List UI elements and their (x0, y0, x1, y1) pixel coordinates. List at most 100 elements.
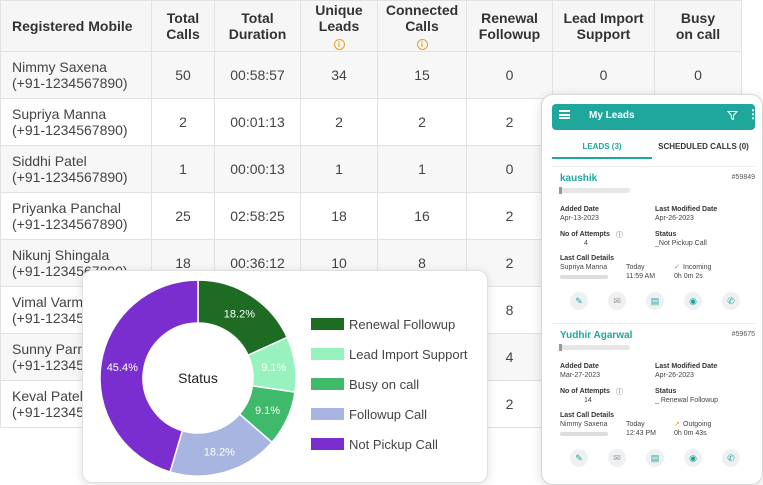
last-modified-label: Last Modified Date (655, 363, 718, 370)
document-button[interactable]: ▤ (646, 292, 664, 310)
edit-button[interactable]: ✎ (570, 292, 588, 310)
attempts-value: 14 (584, 397, 592, 404)
table-row: Nimmy Saxena (+91-1234567890) 50 00:58:57 34… (0, 51, 742, 99)
column-header-label: Total (241, 10, 274, 26)
agent-name: Siddhi Patel (12, 153, 87, 169)
slice-percent-label: 45.4% (107, 362, 138, 374)
info-icon[interactable]: i (416, 39, 428, 50)
document-icon: ▤ (650, 296, 660, 306)
info-icon[interactable]: ⓘ (616, 232, 623, 239)
mobile-app-preview: My Leads ⋮ LEADS (3) SCHEDULED CALLS (0)… (541, 94, 763, 485)
table-cell: 15 (377, 51, 467, 99)
phone-button[interactable]: ✆ (722, 449, 740, 467)
table-cell: 02:58:25 (214, 192, 301, 240)
caller-phone-redacted (560, 432, 608, 436)
status-donut-card: 18.2% 9.1% 9.1% 18.2% 45.4% Status Renewal Fo… (82, 270, 488, 483)
agent-name: Nimmy Saxena (12, 59, 107, 75)
app-bar: My Leads ⋮ (552, 104, 759, 130)
phone-icon: ✆ (727, 296, 735, 306)
legend-swatch (311, 438, 344, 450)
table-cell: 50 (151, 51, 215, 99)
last-modified-label: Last Modified Date (655, 206, 718, 213)
agent-phone: (+91-1234567890) (12, 216, 128, 232)
call-type: Outgoing (683, 421, 712, 428)
call-type-icon: ↗ (674, 421, 680, 428)
edit-icon: ✎ (575, 453, 583, 463)
table-cell: 16 (377, 192, 467, 240)
agent-name: Supriya Manna (12, 106, 107, 122)
hamburger-menu-icon[interactable] (559, 110, 570, 119)
legend-item[interactable]: Busy on call (311, 369, 468, 399)
tab-scheduled-calls[interactable]: SCHEDULED CALLS (0) (658, 142, 749, 151)
info-icon[interactable]: i (333, 39, 345, 50)
attempts-value: 4 (584, 240, 588, 247)
tab-leads[interactable]: LEADS (3) (582, 142, 622, 151)
lead-id: #59675 (731, 331, 755, 338)
legend-item[interactable]: Renewal Followup (311, 309, 468, 339)
caller-phone-redacted (560, 275, 608, 279)
phone-button[interactable]: ✆ (722, 292, 740, 310)
lead-phone-redacted (559, 344, 630, 351)
table-cell: 00:00:13 (214, 145, 301, 193)
filter-icon[interactable] (727, 110, 738, 121)
table-cell: 00:58:57 (214, 51, 301, 99)
whatsapp-button[interactable]: ◉ (684, 292, 702, 310)
column-header-label: Total (166, 10, 200, 26)
lead-card[interactable]: Yudhir Agarwal #59675 Added Date Mar-27-… (552, 323, 755, 473)
table-cell: 00:01:13 (214, 98, 301, 146)
call-type-icon: ✓ (674, 264, 680, 271)
lead-name[interactable]: kaushik (560, 173, 598, 184)
app-title: My Leads (589, 110, 635, 121)
lead-name[interactable]: Yudhir Agarwal (560, 330, 633, 341)
email-button[interactable]: ✉ (608, 292, 626, 310)
info-icon[interactable]: ⓘ (616, 389, 623, 396)
call-time: 12:43 PM (626, 430, 656, 437)
column-header-label: Leads (318, 18, 360, 34)
column-header-label: Connected (385, 2, 459, 18)
last-modified-value: Apr-26-2023 (655, 215, 694, 222)
lead-card[interactable]: kaushik #59849 Added Date Apr-13-2023 La… (552, 166, 755, 316)
agent-phone: (+91-1234567890) (12, 169, 128, 185)
legend-item[interactable]: Lead Import Support (311, 339, 468, 369)
agent-name: Sunny Parmar (12, 341, 102, 357)
whatsapp-button[interactable]: ◉ (684, 449, 702, 467)
lead-tabs: LEADS (3) SCHEDULED CALLS (0) (552, 137, 755, 159)
column-header-label: on call (675, 26, 721, 42)
agent-phone: (+91-1234567890) (12, 75, 128, 91)
column-header: Connected Calls i (377, 0, 467, 52)
added-date-value: Mar-27-2023 (560, 372, 601, 379)
status-label: Status (655, 388, 677, 395)
table-cell: 2 (300, 98, 378, 146)
legend-item[interactable]: Followup Call (311, 399, 468, 429)
column-header: Lead Import Support (552, 0, 655, 52)
whatsapp-icon: ◉ (689, 453, 697, 463)
table-cell: 2 (377, 98, 467, 146)
table-cell: 25 (151, 192, 215, 240)
legend-label: Lead Import Support (349, 346, 468, 362)
column-header-label: Registered Mobile (12, 18, 133, 34)
call-day: Today (626, 421, 645, 428)
edit-icon: ✎ (575, 296, 583, 306)
status-donut-chart: 18.2% 9.1% 9.1% 18.2% 45.4% Status (99, 279, 297, 477)
active-tab-indicator (552, 157, 652, 159)
document-button[interactable]: ▤ (646, 449, 664, 467)
more-vertical-icon[interactable]: ⋮ (747, 107, 759, 121)
registered-mobile-cell: Siddhi Patel (+91-1234567890) (0, 145, 152, 193)
email-button[interactable]: ✉ (608, 449, 626, 467)
email-icon: ✉ (613, 453, 621, 463)
column-header: Renewal Followup (466, 0, 553, 52)
last-modified-value: Apr-26-2023 (655, 372, 694, 379)
registered-mobile-cell: Priyanka Panchal (+91-1234567890) (0, 192, 152, 240)
column-header: Busy on call (654, 0, 742, 52)
agent-name: Keval Patel (12, 388, 83, 404)
table-cell: 0 (654, 51, 742, 99)
table-cell: 34 (300, 51, 378, 99)
column-header-label: Unique (315, 2, 363, 18)
edit-button[interactable]: ✎ (570, 449, 588, 467)
email-icon: ✉ (613, 296, 621, 306)
pie-slice[interactable] (99, 279, 199, 473)
column-header-label: Support (576, 26, 631, 42)
legend-item[interactable]: Not Pickup Call (311, 429, 468, 459)
table-cell: 0 (466, 145, 553, 193)
call-type: Incoming (683, 264, 712, 271)
